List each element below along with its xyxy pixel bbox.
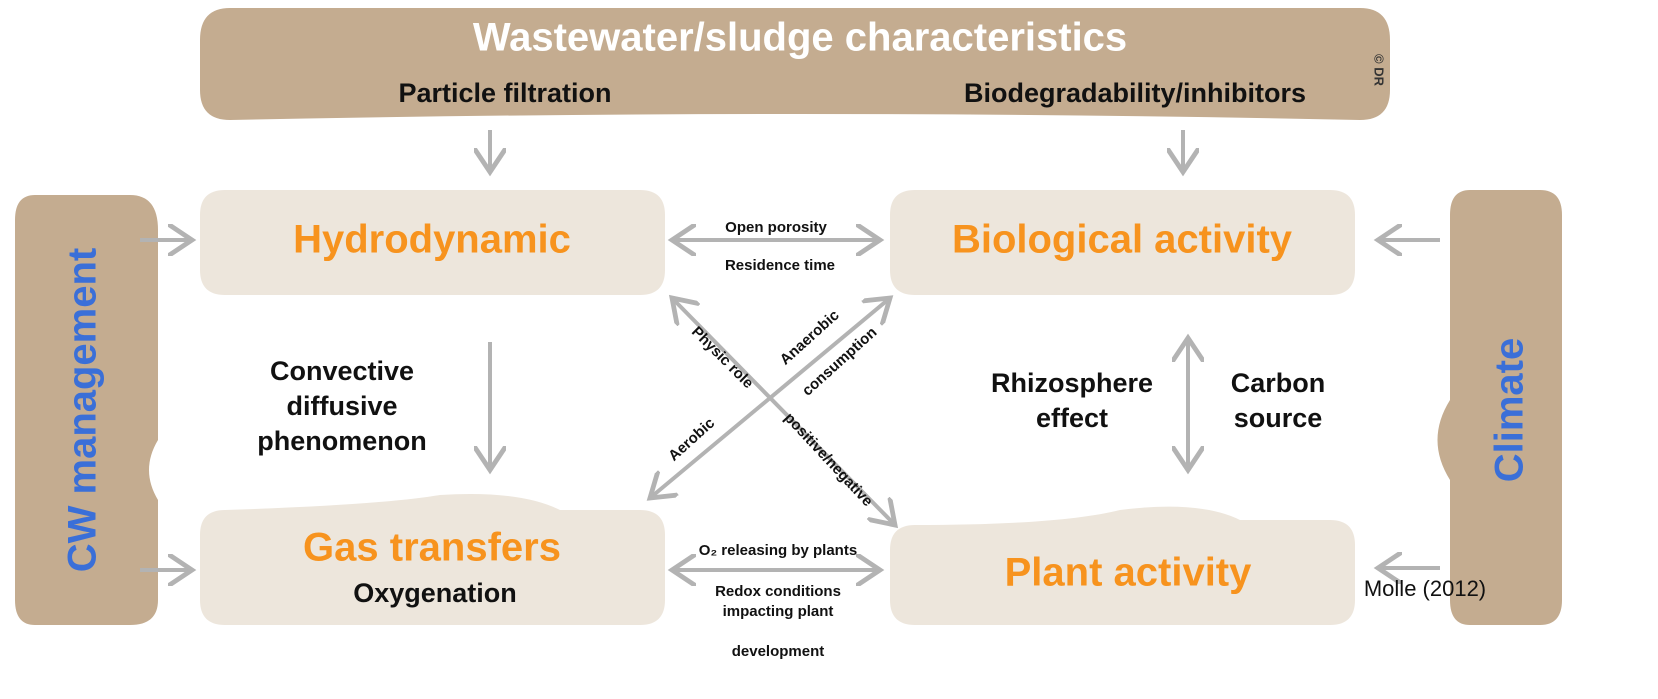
node-box <box>200 494 665 625</box>
header-title: Wastewater/sludge characteristics <box>473 16 1127 60</box>
node-box <box>200 190 665 295</box>
link-label: effect <box>1036 403 1108 433</box>
link-label: Redox conditions <box>715 583 841 600</box>
side-left: CW management <box>61 248 105 573</box>
node-label: Hydrodynamic <box>293 218 571 262</box>
header-left: Particle filtration <box>398 78 611 108</box>
arrows <box>140 130 1440 570</box>
link-label: O₂ releasing by plants <box>699 542 857 559</box>
citation: Molle (2012) <box>1364 576 1486 601</box>
right-bar <box>1437 190 1562 625</box>
link-label: Residence time <box>725 257 835 274</box>
link-label: Rhizosphere <box>991 368 1153 398</box>
side-right: Climate <box>1488 338 1532 483</box>
link-label: Aerobic <box>665 415 718 465</box>
node-sub: Oxygenation <box>353 578 517 608</box>
node-label: Biological activity <box>952 218 1293 262</box>
link-label: positive/negative <box>781 409 876 510</box>
left-bar <box>15 195 158 625</box>
link-label: source <box>1234 403 1323 433</box>
credit: © DR <box>1372 54 1387 87</box>
header-banner <box>200 8 1390 120</box>
link-label: Carbon <box>1231 368 1326 398</box>
link-label: impacting plant <box>723 603 834 620</box>
link-label: Physic role <box>688 323 757 392</box>
link-label: diffusive <box>286 391 397 421</box>
link-label: Convective <box>270 356 414 386</box>
node-label: Gas transfers <box>303 526 561 570</box>
node-box <box>890 506 1355 625</box>
link-label: phenomenon <box>257 426 427 456</box>
header-right: Biodegradability/inhibitors <box>964 78 1306 108</box>
link-label: Open porosity <box>725 219 827 236</box>
link-label: development <box>732 643 825 660</box>
node-label: Plant activity <box>1005 551 1253 595</box>
node-box <box>890 190 1355 295</box>
